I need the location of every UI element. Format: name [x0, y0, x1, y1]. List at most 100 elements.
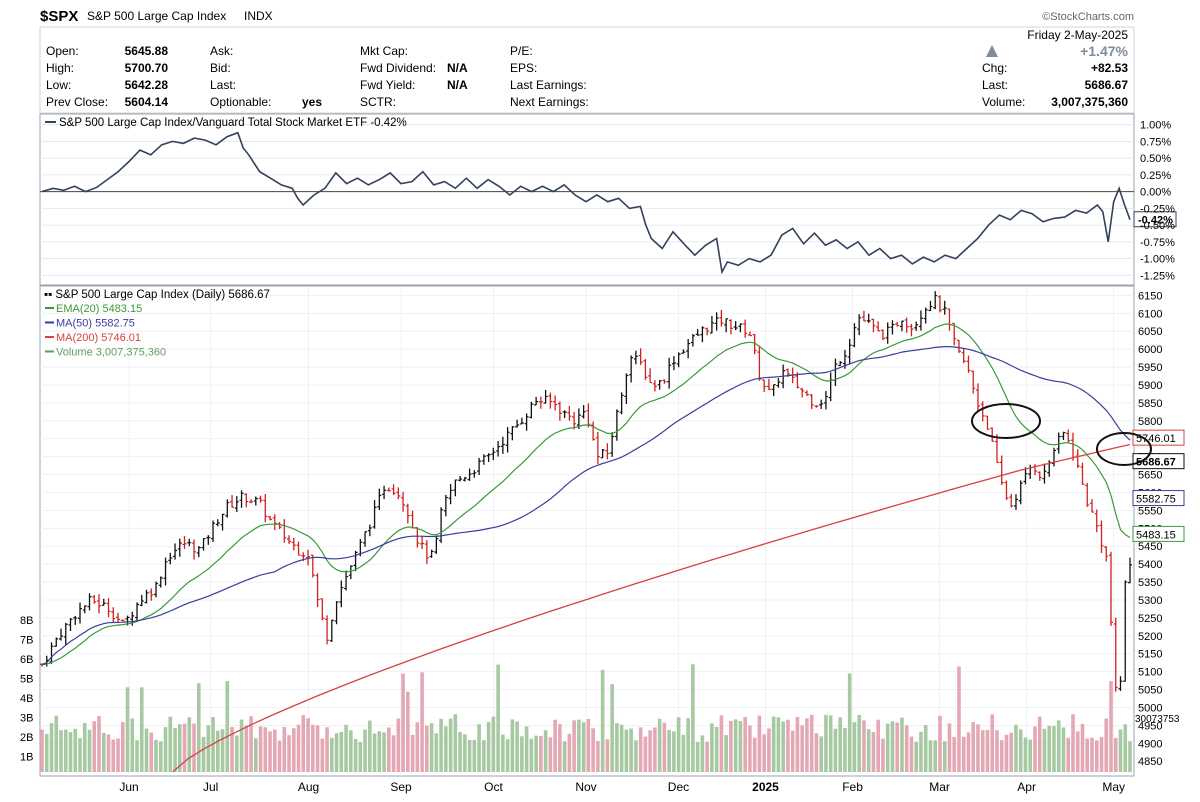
volume-bar [857, 714, 861, 772]
volume-bar [372, 733, 377, 772]
volume-bar [648, 730, 652, 772]
annotation-circle-may [1096, 432, 1152, 466]
volume-bar [686, 718, 690, 772]
tick-label: 5850 [1138, 398, 1162, 410]
volume-bar [952, 736, 957, 772]
volume-bar [795, 716, 800, 772]
volume-bar [662, 722, 667, 772]
volume-bar [885, 723, 890, 772]
volume-bar [957, 666, 961, 772]
volume-bar [225, 681, 230, 772]
volume-bar [496, 664, 500, 772]
ma200-line [172, 443, 1131, 773]
volume-bar [938, 715, 942, 772]
volume-bar [990, 714, 995, 772]
volume-bar [919, 731, 923, 772]
tick-label: 5250 [1138, 613, 1162, 625]
quote-label: Last: [210, 78, 236, 92]
volume-bar [643, 736, 648, 772]
volume-bar [1090, 737, 1094, 772]
tick-label: 6050 [1138, 326, 1162, 338]
volume-bar [567, 733, 572, 772]
volume-bar [111, 739, 116, 772]
volume-bar [339, 731, 344, 772]
volume-bar [771, 716, 776, 772]
exchange: INDX [244, 9, 273, 23]
last-value-label: -0.42% [1138, 215, 1173, 227]
volume-bar [971, 722, 976, 772]
volume-bar [1018, 729, 1023, 772]
volume-bar [391, 735, 396, 772]
volume-bar [415, 722, 420, 772]
volume-bar [1028, 739, 1033, 772]
volume-bar [311, 724, 315, 772]
ma50-line [41, 346, 1131, 666]
volume-bar [843, 728, 847, 772]
tick-label: 5300 [1138, 595, 1162, 607]
volume-bar [54, 715, 59, 772]
volume-bar [719, 715, 724, 772]
volume-bar [980, 730, 985, 772]
quote-value: yes [302, 95, 322, 109]
volume-bar [933, 740, 938, 772]
volume-bar [781, 721, 785, 772]
quote-value: N/A [447, 61, 468, 75]
quote-label: High: [46, 61, 74, 75]
quote-label: P/E: [510, 44, 533, 58]
brand[interactable]: ©StockCharts.com [1042, 11, 1134, 23]
volume-bar [234, 735, 239, 772]
volume-bar [353, 739, 358, 772]
volume-bar [239, 719, 244, 772]
volume-bar [1033, 726, 1037, 772]
quote-label: Low: [46, 78, 71, 92]
tick-label: 5950 [1138, 362, 1162, 374]
volume-bar [543, 730, 548, 772]
volume-bar [463, 734, 467, 772]
volume-bar [68, 732, 73, 772]
volume-bar [729, 720, 733, 772]
volume-bar [833, 728, 838, 772]
quote-value: 5645.88 [125, 44, 169, 58]
volume-bar [767, 728, 771, 772]
volume-bar [154, 739, 158, 772]
volume-bar [87, 729, 92, 772]
tick-label: 1.00% [1140, 120, 1171, 132]
volume-bar [852, 722, 857, 772]
volume-bar [762, 734, 766, 772]
volume-bar [377, 731, 382, 772]
volume-tick-label: 7B [20, 635, 33, 647]
tick-label: 0.25% [1140, 170, 1171, 182]
volume-bar [667, 729, 671, 772]
quote-label: Open: [46, 44, 79, 58]
volume-bar [738, 721, 743, 772]
quote-table: Open: 5645.88 High: 5700.70 Low: 5642.28 Prev … [46, 44, 1128, 109]
volume-tick-label: 1B [20, 752, 33, 764]
annotation-circle-march [971, 403, 1041, 439]
volume-bar [263, 727, 268, 772]
quote-value: 5686.67 [1085, 78, 1129, 92]
volume-bar [581, 722, 586, 772]
volume-bar [139, 687, 144, 772]
volume-bar [881, 738, 885, 772]
tick-label: 5200 [1138, 631, 1162, 643]
volume-bar [201, 736, 206, 772]
volume-bar [743, 717, 747, 772]
quote-value: 5642.28 [125, 78, 169, 92]
volume-bar [1080, 723, 1085, 772]
volume-bar [253, 738, 258, 772]
volume-bar [425, 725, 429, 772]
x-tick-label: Dec [668, 780, 689, 794]
volume-bar [524, 726, 529, 772]
tick-label: 5150 [1138, 649, 1162, 661]
tick-label: 5900 [1138, 380, 1162, 392]
volume-bar [681, 734, 686, 772]
volume-bar [1094, 740, 1099, 772]
volume-bar [330, 737, 334, 772]
volume-bar [824, 714, 828, 772]
volume-bar [657, 718, 662, 772]
tick-label: 6100 [1138, 308, 1162, 320]
quote-label: Ask: [210, 44, 233, 58]
volume-bar [363, 729, 367, 772]
